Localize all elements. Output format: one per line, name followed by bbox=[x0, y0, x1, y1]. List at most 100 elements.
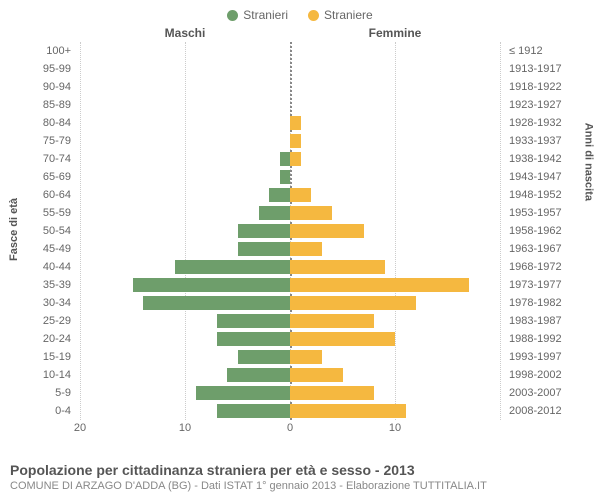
age-label: 85-89 bbox=[0, 96, 75, 114]
bar-female bbox=[290, 404, 406, 418]
pyramid-row bbox=[80, 168, 500, 186]
bar-female bbox=[290, 224, 364, 238]
bar-male bbox=[280, 152, 291, 166]
bar-female bbox=[290, 296, 416, 310]
pyramid-row bbox=[80, 366, 500, 384]
birth-label: 1983-1987 bbox=[505, 312, 595, 330]
legend-swatch-male bbox=[227, 10, 238, 21]
birth-label: 1958-1962 bbox=[505, 222, 595, 240]
pyramid-row bbox=[80, 132, 500, 150]
bar-male bbox=[196, 386, 291, 400]
age-label: 25-29 bbox=[0, 312, 75, 330]
chart-area: Maschi Femmine 100+95-9990-9485-8980-847… bbox=[0, 26, 600, 440]
chart-subtitle: COMUNE DI ARZAGO D'ADDA (BG) - Dati ISTA… bbox=[10, 480, 590, 492]
pyramid-row bbox=[80, 60, 500, 78]
legend-label-female: Straniere bbox=[324, 8, 373, 22]
birth-label: 1968-1972 bbox=[505, 258, 595, 276]
birth-labels: ≤ 19121913-19171918-19221923-19271928-19… bbox=[505, 42, 595, 420]
age-label: 75-79 bbox=[0, 132, 75, 150]
pyramid-row bbox=[80, 384, 500, 402]
pyramid-row bbox=[80, 186, 500, 204]
pyramid-row bbox=[80, 258, 500, 276]
bar-male bbox=[280, 170, 291, 184]
age-label: 95-99 bbox=[0, 60, 75, 78]
pyramid-row bbox=[80, 222, 500, 240]
gridline bbox=[500, 42, 501, 420]
birth-label: 1918-1922 bbox=[505, 78, 595, 96]
pyramid-row bbox=[80, 330, 500, 348]
bar-female bbox=[290, 116, 301, 130]
pyramid-row bbox=[80, 402, 500, 420]
bar-male bbox=[133, 278, 291, 292]
bar-male bbox=[143, 296, 290, 310]
bar-female bbox=[290, 188, 311, 202]
birth-label: 1988-1992 bbox=[505, 330, 595, 348]
age-label: 30-34 bbox=[0, 294, 75, 312]
bar-male bbox=[238, 224, 291, 238]
age-label: 10-14 bbox=[0, 366, 75, 384]
bar-female bbox=[290, 386, 374, 400]
bar-male bbox=[175, 260, 291, 274]
bar-female bbox=[290, 278, 469, 292]
pyramid-row bbox=[80, 114, 500, 132]
bar-female bbox=[290, 368, 343, 382]
age-label: 65-69 bbox=[0, 168, 75, 186]
pyramid-row bbox=[80, 96, 500, 114]
birth-label: 1913-1917 bbox=[505, 60, 595, 78]
pyramid-row bbox=[80, 294, 500, 312]
bar-female bbox=[290, 134, 301, 148]
plot bbox=[80, 42, 500, 420]
age-label: 90-94 bbox=[0, 78, 75, 96]
age-label: 35-39 bbox=[0, 276, 75, 294]
age-label: 100+ bbox=[0, 42, 75, 60]
bar-male bbox=[217, 332, 291, 346]
pyramid-row bbox=[80, 276, 500, 294]
bar-male bbox=[227, 368, 290, 382]
bar-female bbox=[290, 332, 395, 346]
bar-male bbox=[269, 188, 290, 202]
bar-female bbox=[290, 260, 385, 274]
birth-label: 1923-1927 bbox=[505, 96, 595, 114]
header-male: Maschi bbox=[80, 26, 290, 40]
legend-label-male: Stranieri bbox=[243, 8, 288, 22]
y-axis-title-right: Anni di nascita bbox=[582, 123, 594, 201]
birth-label: 2003-2007 bbox=[505, 384, 595, 402]
pyramid-row bbox=[80, 312, 500, 330]
age-label: 15-19 bbox=[0, 348, 75, 366]
bar-female bbox=[290, 152, 301, 166]
birth-label: 1973-1977 bbox=[505, 276, 595, 294]
pyramid-row bbox=[80, 348, 500, 366]
pyramid-row bbox=[80, 204, 500, 222]
birth-label: 1998-2002 bbox=[505, 366, 595, 384]
birth-label: 1963-1967 bbox=[505, 240, 595, 258]
bar-male bbox=[217, 404, 291, 418]
bar-male bbox=[238, 242, 291, 256]
age-label: 70-74 bbox=[0, 150, 75, 168]
pyramid-row bbox=[80, 78, 500, 96]
bar-male bbox=[238, 350, 291, 364]
age-label: 0-4 bbox=[0, 402, 75, 420]
bar-female bbox=[290, 314, 374, 328]
age-label: 5-9 bbox=[0, 384, 75, 402]
bar-female bbox=[290, 242, 322, 256]
pyramid-row bbox=[80, 42, 500, 60]
bar-male bbox=[217, 314, 291, 328]
birth-label: 1993-1997 bbox=[505, 348, 595, 366]
footer: Popolazione per cittadinanza straniera p… bbox=[10, 462, 590, 492]
bar-female bbox=[290, 206, 332, 220]
legend-swatch-female bbox=[308, 10, 319, 21]
pyramid-row bbox=[80, 240, 500, 258]
x-tick: 10 bbox=[389, 422, 401, 434]
birth-label: ≤ 1912 bbox=[505, 42, 595, 60]
legend: Stranieri Straniere bbox=[0, 0, 600, 26]
birth-label: 1953-1957 bbox=[505, 204, 595, 222]
bar-male bbox=[259, 206, 291, 220]
header-female: Femmine bbox=[290, 26, 500, 40]
x-tick: 10 bbox=[179, 422, 191, 434]
birth-label: 2008-2012 bbox=[505, 402, 595, 420]
x-tick: 20 bbox=[74, 422, 86, 434]
legend-item-female: Straniere bbox=[308, 8, 373, 22]
birth-label: 1978-1982 bbox=[505, 294, 595, 312]
y-axis-title-left: Fasce di età bbox=[8, 198, 20, 261]
chart-title: Popolazione per cittadinanza straniera p… bbox=[10, 462, 590, 478]
